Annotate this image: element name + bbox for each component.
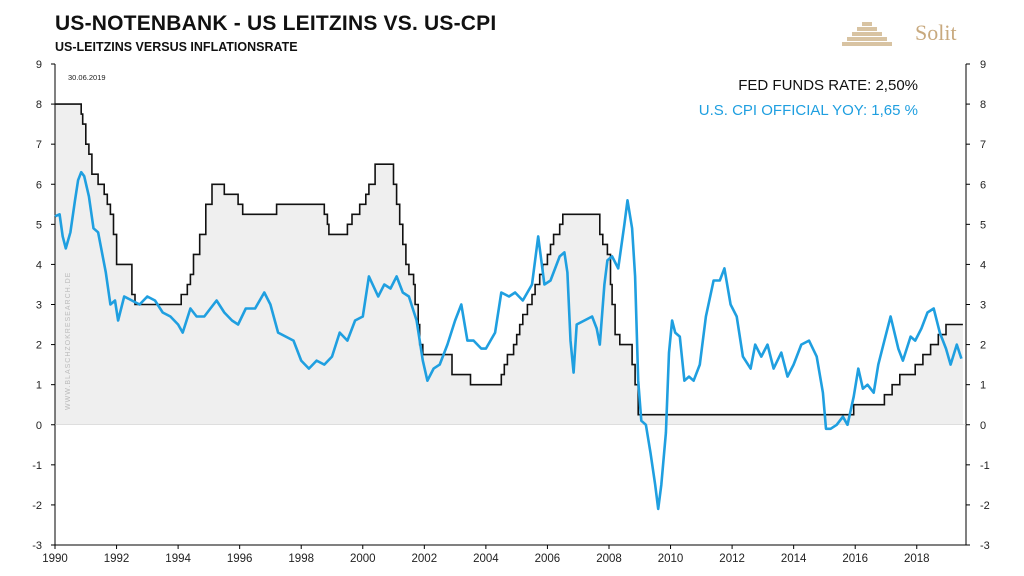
chart-subtitle: US-LEITZINS VERSUS INFLATIONSRATE [55,40,298,54]
x-tick-label: 2012 [719,553,745,565]
chart-title: US-NOTENBANK - US LEITZINS VS. US-CPI [55,12,497,35]
x-tick-label: 2010 [658,553,684,565]
x-tick-label: 1996 [227,553,253,565]
y-tick-left-label: -1 [32,460,42,472]
y-tick-right-label: -1 [980,460,990,472]
legend-cpi: U.S. CPI OFFICIAL YOY: 1,65 % [699,102,918,119]
watermark: WWW.BLASCHZOKRESEARCH.DE [65,272,72,410]
y-tick-right-label: 8 [980,99,986,111]
solit-logo-icon [842,22,892,46]
y-tick-left-label: 5 [36,219,42,231]
x-tick-label: 1998 [288,553,314,565]
x-tick-label: 2016 [842,553,868,565]
y-tick-left-label: -3 [32,540,42,552]
y-tick-left-label: 1 [36,380,42,392]
y-tick-right-label: 3 [980,300,986,312]
x-tick-label: 2018 [904,553,930,565]
y-tick-right-label: -3 [980,540,990,552]
x-tick-label: 2000 [350,553,376,565]
y-tick-left-label: 8 [36,99,42,111]
y-tick-right-label: 2 [980,340,986,352]
cpi-line [54,170,963,511]
x-tick-label: 2008 [596,553,622,565]
fed-fill-path [55,104,963,425]
x-tick-label: 1994 [165,553,191,565]
date-label: 30.06.2019 [68,73,106,82]
x-tick-label: 2006 [535,553,561,565]
y-tick-left-label: 0 [36,420,42,432]
y-tick-right-label: 5 [980,219,986,231]
y-tick-left-label: 4 [36,259,42,271]
y-tick-left-label: 9 [36,59,42,71]
y-tick-left-label: 3 [36,300,42,312]
y-tick-left-label: -2 [32,500,42,512]
fed-funds-line [55,103,963,416]
fed-fill-area [55,104,963,425]
y-tick-right-label: -2 [980,500,990,512]
y-tick-right-label: 1 [980,380,986,392]
x-tick-label: 1992 [104,553,130,565]
x-tick-label: 2004 [473,553,499,565]
x-tick-label: 2002 [412,553,438,565]
y-tick-right-label: 7 [980,139,986,151]
legend-fed: FED FUNDS RATE: 2,50% [738,77,918,94]
series-layer [54,103,963,511]
y-tick-left-label: 2 [36,340,42,352]
y-tick-right-label: 6 [980,179,986,191]
y-tick-right-label: 4 [980,259,986,271]
x-tick-label: 1990 [42,553,68,565]
y-tick-left-label: 6 [36,179,42,191]
y-tick-left-label: 7 [36,139,42,151]
x-tick-label: 2014 [781,553,807,565]
logo-text: Solit [915,20,957,45]
y-tick-right-label: 0 [980,420,986,432]
y-tick-right-label: 9 [980,59,986,71]
